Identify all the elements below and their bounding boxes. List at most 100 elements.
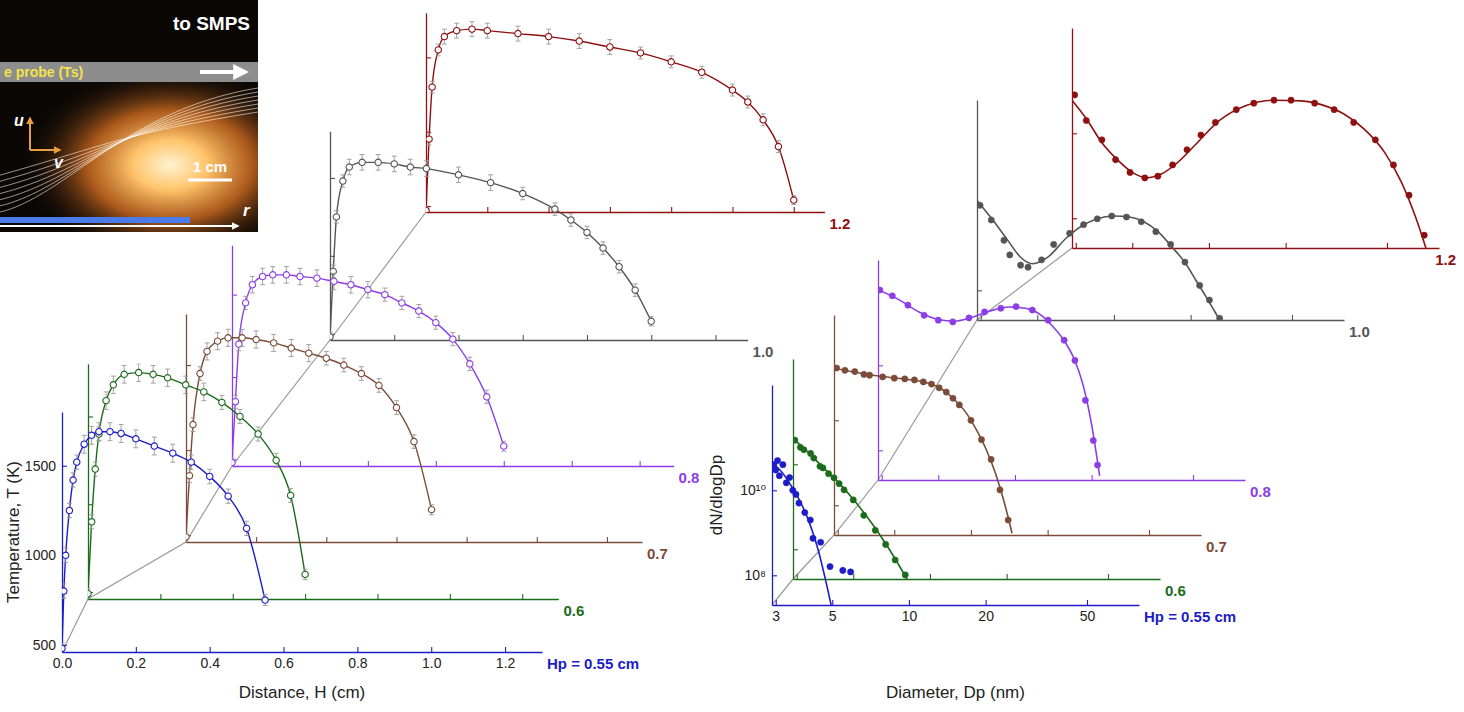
data-point <box>977 202 983 208</box>
data-point <box>1067 230 1073 236</box>
fit-line <box>878 290 1100 476</box>
error-bar <box>669 56 674 68</box>
data-point <box>576 38 582 44</box>
x-tick-mark <box>776 600 777 605</box>
data-point <box>920 379 926 385</box>
data-point <box>88 591 91 597</box>
data-point <box>330 268 336 274</box>
data-point <box>183 382 189 388</box>
x-axis-line <box>794 579 1161 580</box>
x-axis <box>89 594 559 600</box>
data-point <box>1197 282 1203 288</box>
frame: 1.2 <box>423 13 850 232</box>
y-axis <box>88 364 93 599</box>
data-point <box>107 429 113 435</box>
data-point <box>1007 252 1013 258</box>
data-point <box>359 159 365 165</box>
x-tick-mark <box>368 461 369 466</box>
x-tick-label: 1.2 <box>496 655 516 671</box>
x-axis <box>1073 243 1440 249</box>
x-tick-mark <box>1076 243 1077 248</box>
error-bar <box>348 277 353 293</box>
data-point <box>484 27 490 33</box>
inset-photo: to SMPSe probe (Ts)uv1 cmr <box>0 0 320 265</box>
data-point <box>1029 307 1035 313</box>
error-bar <box>170 444 175 462</box>
x-tick <box>1209 243 1210 248</box>
data-point <box>956 402 962 408</box>
data-point <box>225 335 231 341</box>
data-point <box>382 291 388 297</box>
data-point <box>1013 304 1019 310</box>
y-tick <box>793 549 798 550</box>
frame-label: 0.8 <box>1250 483 1271 500</box>
data-point <box>825 471 831 477</box>
error-bar <box>484 390 489 403</box>
data-point <box>204 348 210 354</box>
probe-label: e probe (Ts) <box>4 64 83 80</box>
error-bar <box>263 595 268 606</box>
blue-flame <box>0 217 190 223</box>
x-tick <box>981 315 982 320</box>
x-axis-line <box>187 542 643 543</box>
y-tick-label: 10¹⁰ <box>740 482 766 498</box>
data-point <box>842 367 848 373</box>
y-axis-line <box>793 360 794 580</box>
data-point <box>802 509 808 515</box>
data-point <box>121 371 127 377</box>
data-point <box>118 430 124 436</box>
data-point <box>902 572 908 578</box>
x-tick <box>394 335 395 340</box>
data-point <box>501 443 507 449</box>
x-tick-mark <box>326 537 327 542</box>
x-tick-label: 10 <box>902 608 918 624</box>
x-tick <box>838 530 839 535</box>
x-axis-line <box>63 652 543 653</box>
x-tick <box>300 461 301 466</box>
data-point <box>1372 137 1378 143</box>
data-point <box>791 197 797 203</box>
data-point <box>600 245 606 251</box>
sample-probe <box>0 62 258 82</box>
y-tick-label: 10⁸ <box>745 567 767 583</box>
data-point <box>323 355 329 361</box>
data-point <box>880 374 886 380</box>
x-tick-mark <box>1015 475 1016 480</box>
data-point <box>214 338 220 344</box>
x-axis-line <box>879 480 1246 481</box>
data-point <box>515 30 521 36</box>
y-tick <box>878 365 883 366</box>
data-point <box>1312 100 1318 106</box>
data-point <box>1206 297 1212 303</box>
streamline <box>0 96 258 202</box>
error-bar <box>89 426 94 444</box>
data-point <box>88 432 94 438</box>
data-point <box>270 272 276 278</box>
error-bar <box>62 643 65 652</box>
data-point <box>1217 315 1223 320</box>
streamline <box>0 104 258 190</box>
data-point <box>928 381 934 387</box>
x-tick <box>1387 243 1388 248</box>
x-tick <box>396 537 397 542</box>
x-tick-mark <box>136 647 137 652</box>
x-tick-mark <box>1132 243 1133 248</box>
data-point <box>787 474 793 480</box>
data-point <box>426 136 432 142</box>
x-axis <box>835 530 1202 536</box>
data-point <box>1025 264 1031 270</box>
data-point <box>841 487 847 493</box>
data-point <box>399 300 405 306</box>
x-tick: 3 <box>772 600 780 624</box>
x-axis-line <box>427 212 825 213</box>
x-tick-mark <box>930 574 931 579</box>
error-bar <box>520 187 525 199</box>
data-point <box>375 159 381 165</box>
error-bar <box>330 332 333 340</box>
y-tick-label: 1500 <box>25 458 56 474</box>
x-tick-label: 20 <box>978 608 994 624</box>
y-tick: 1500 <box>25 458 67 474</box>
x-axis: 0.00.20.40.60.81.01.2 <box>53 647 543 671</box>
error-bar <box>233 395 238 408</box>
data-point <box>1351 119 1357 125</box>
